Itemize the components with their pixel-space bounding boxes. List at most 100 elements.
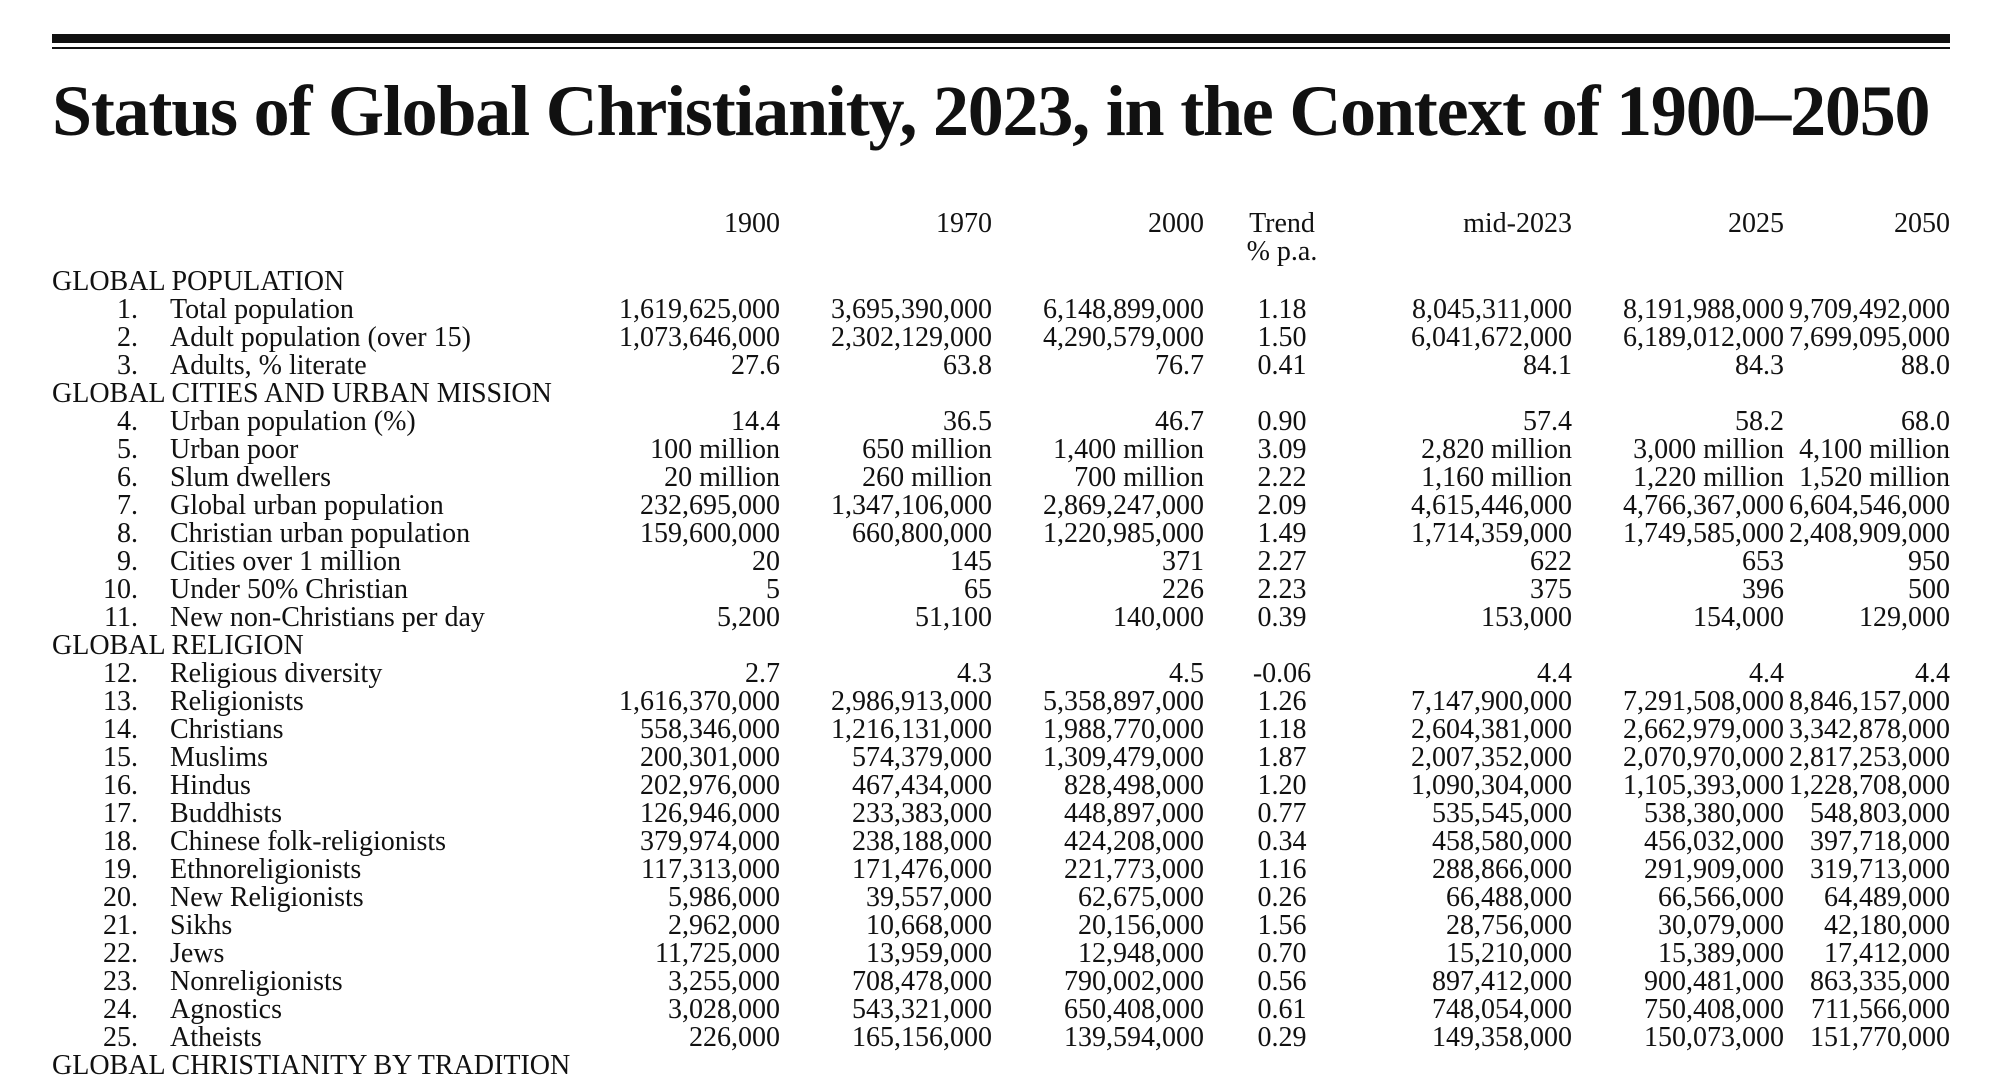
row-label: New non-Christians per day [170,602,485,633]
cell-v1900: 5,986,000 [668,882,780,913]
cell-v1900: 14.4 [731,406,780,437]
cell-v2025: 6,189,012,000 [1623,322,1784,353]
row-label: Urban population (%) [170,406,416,437]
row-number: 8. [52,520,138,548]
row-number-text: 20. [103,882,138,913]
table-row: 19. Ethnoreligionists 117,313,000 171,476,0… [52,856,1950,884]
cell-v2050: 2,408,909,000 [1789,518,1950,549]
cell-v2023: 288,866,000 [1432,854,1572,885]
row-label: Agnostics [170,994,282,1025]
cell-v2000: 46.7 [1155,406,1204,437]
cell-trend: 0.61 [1257,994,1307,1025]
cell-v2050: 4,100 million [1799,434,1950,465]
cell-v2023: 66,488,000 [1446,882,1572,913]
cell-v2025: 456,032,000 [1644,826,1784,857]
row-number-text: 1. [117,294,138,325]
cell-v1900: 202,976,000 [640,770,780,801]
cell-trend: 1.18 [1257,714,1307,745]
cell-v2050: 9,709,492,000 [1789,294,1950,325]
cell-v1900: 159,600,000 [640,518,780,549]
section-header-row: GLOBAL CITIES AND URBAN MISSION [52,380,1950,408]
cell-v2025: 2,070,970,000 [1623,742,1784,773]
cell-v1970: 233,383,000 [852,798,992,829]
cell-trend: 0.90 [1257,406,1307,437]
cell-trend: 0.29 [1257,1022,1307,1053]
cell-v2025: 4.4 [1749,658,1784,689]
row-label: Under 50% Christian [170,574,408,605]
table-row: 10. Under 50% Christian 5 65 226 2.23 375 396 50… [52,576,1950,604]
row-label: Slum dwellers [170,462,331,493]
cell-v1900: 3,028,000 [668,994,780,1025]
row-label: Religious diversity [170,658,383,689]
row-number: 20. [52,884,138,912]
cell-trend: 0.34 [1257,826,1307,857]
table-row: 13. Religionists 1,616,370,000 2,986,913,00… [52,688,1950,716]
cell-v1900: 379,974,000 [640,826,780,857]
row-number: 25. [52,1024,138,1052]
row-number: 19. [52,856,138,884]
cell-v2025: 66,566,000 [1658,882,1784,913]
row-number-text: 22. [103,938,138,969]
row-number-text: 12. [103,658,138,689]
cell-v2050: 1,228,708,000 [1789,770,1950,801]
cell-v1970: 63.8 [943,350,992,381]
cell-trend: 0.56 [1257,966,1307,997]
row-number-text: 23. [103,966,138,997]
row-label: Buddhists [170,798,283,829]
cell-v2050: 88.0 [1901,350,1950,381]
cell-v2050: 950 [1908,546,1950,577]
table-row: 11. New non-Christians per day 5,200 51,100… [52,604,1950,632]
cell-v2000: 2,869,247,000 [1043,490,1204,521]
cell-v2000: 700 million [1074,462,1204,493]
cell-v2050: 129,000 [1859,602,1950,633]
cell-v1970: 467,434,000 [852,770,992,801]
row-number-text: 25. [103,1022,138,1053]
cell-v2050: 8,846,157,000 [1789,686,1950,717]
cell-v1970: 36.5 [943,406,992,437]
row-number-text: 2. [117,322,138,353]
table-row: 8. Christian urban population 159,600,000 6… [52,520,1950,548]
row-label: Sikhs [170,910,233,941]
cell-v1970: 1,216,131,000 [831,714,992,745]
header-trend-line2: % p.a. [1246,236,1318,267]
cell-v2000: 828,498,000 [1064,770,1204,801]
header-trend-line1: Trend [1249,208,1315,239]
row-number-text: 6. [117,462,138,493]
row-number-text: 10. [103,574,138,605]
row-number-text: 13. [103,686,138,717]
cell-trend: 1.20 [1257,770,1307,801]
cell-trend: 0.41 [1257,350,1307,381]
cell-v2025: 7,291,508,000 [1623,686,1784,717]
top-rule-thick [52,34,1950,43]
cell-v1970: 145 [950,546,992,577]
row-number: 18. [52,828,138,856]
cell-v2023: 622 [1530,546,1572,577]
section-header-row: GLOBAL CHRISTIANITY BY TRADITION [52,1052,1950,1080]
table-row: 20. New Religionists 5,986,000 39,557,000 62… [52,884,1950,912]
section-title: GLOBAL CITIES AND URBAN MISSION [52,378,552,409]
header-2025: 2025 [1728,208,1784,239]
cell-v1900: 126,946,000 [640,798,780,829]
cell-v2000: 12,948,000 [1078,938,1204,969]
row-number: 12. [52,660,138,688]
cell-v2025: 30,079,000 [1658,910,1784,941]
row-number: 6. [52,464,138,492]
cell-v2025: 154,000 [1693,602,1784,633]
cell-v1900: 2.7 [745,658,780,689]
cell-v1900: 117,313,000 [641,854,780,885]
table-body: GLOBAL POPULATION 1. Total population 1,619… [52,268,1950,1080]
table-row: 5. Urban poor 100 million 650 million 1,400 … [52,436,1950,464]
row-number-text: 19. [103,854,138,885]
cell-v1970: 13,959,000 [866,938,992,969]
cell-v2000: 448,897,000 [1064,798,1204,829]
row-number-text: 17. [103,798,138,829]
cell-v1970: 65 [964,574,992,605]
cell-v2000: 221,773,000 [1064,854,1204,885]
row-number: 21. [52,912,138,940]
cell-v2000: 5,358,897,000 [1043,686,1204,717]
row-number: 24. [52,996,138,1024]
row-label: New Religionists [170,882,364,913]
cell-v2025: 1,220 million [1633,462,1784,493]
cell-v2000: 4,290,579,000 [1043,322,1204,353]
header-blank [52,210,138,268]
